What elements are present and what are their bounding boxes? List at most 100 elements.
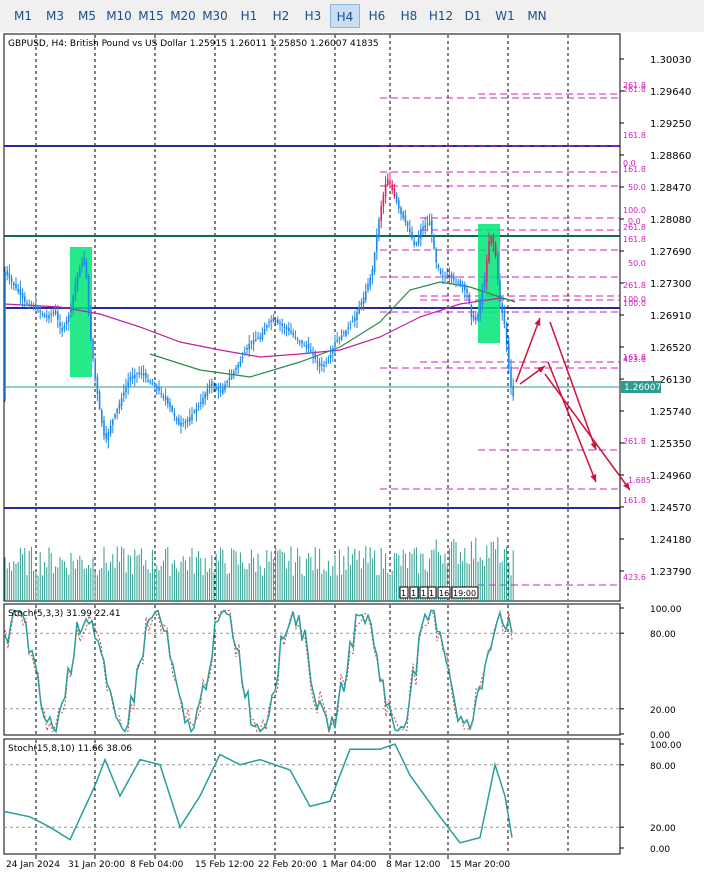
price-tick-label: 1.29250 [650, 119, 691, 130]
candle-body [107, 432, 110, 441]
candle-body [334, 342, 336, 347]
timeframe-button-m20[interactable]: M20 [170, 9, 196, 23]
main-price-panel[interactable]: 1.30030 1.29640 1.29250 1.28860 1.28470 1.280… [3, 33, 691, 602]
projection-arrow-down-mid [547, 361, 597, 483]
fibonacci-level-label: 50.0 [628, 259, 646, 268]
candle-body [153, 386, 156, 388]
candle-body [101, 409, 103, 423]
stoch-tick-label: 0.00 [650, 845, 670, 855]
candle-body [180, 422, 182, 426]
candle-body [318, 362, 321, 367]
fibonacci-level-label: 261.8 [623, 437, 646, 446]
candle-body [211, 382, 213, 386]
timeframe-button-m1[interactable]: M1 [14, 9, 32, 23]
timeframe-button-m10[interactable]: M10 [106, 9, 132, 23]
candle-body [453, 275, 455, 280]
timeframe-button-h8[interactable]: H8 [400, 9, 418, 23]
candle-body [123, 392, 125, 396]
candle-body [114, 414, 116, 418]
price-tick-label: 1.26130 [650, 375, 691, 386]
price-tick-label: 1.25740 [650, 407, 691, 418]
candle-body [28, 304, 30, 306]
timeframe-button-h3[interactable]: H3 [304, 9, 322, 23]
candle-body [98, 391, 101, 410]
candle-body [21, 292, 24, 299]
projection-arrow-up-head [534, 318, 541, 326]
candle-body [351, 320, 354, 322]
candle-body [393, 187, 396, 196]
projection-arrow-up [515, 317, 541, 383]
candle-body [259, 336, 261, 339]
candle-body [470, 305, 473, 318]
candle-body [160, 393, 162, 395]
candle-body [171, 405, 173, 412]
timeframe-button-m15[interactable]: M15 [138, 9, 164, 23]
candle-body [48, 315, 50, 319]
timeframe-button-mn[interactable]: MN [527, 9, 547, 23]
timeframe-button-m5[interactable]: M5 [78, 9, 96, 23]
fibonacci-level-label: 161.8 [623, 496, 646, 505]
candle-body [72, 296, 74, 307]
candle-body [371, 269, 374, 277]
projection-arrow-down-long [544, 373, 631, 491]
candle-body [365, 291, 367, 301]
candle-body [103, 420, 105, 436]
candle-body [149, 381, 151, 383]
timeframe-button-h4[interactable]: H4 [330, 4, 360, 28]
stochastic-15-8-10-panel[interactable]: 100.00 80.00 20.00 0.00 [3, 738, 682, 855]
fibonacci-level-label: 161.8 [623, 235, 646, 244]
candle-body [224, 384, 226, 391]
candles-group [4, 171, 514, 449]
chart-area[interactable]: 1.30030 1.29640 1.29250 1.28860 1.28470 1.280… [0, 32, 704, 877]
candle-body [134, 374, 136, 379]
candle-body [503, 313, 506, 324]
candle-body [402, 211, 404, 218]
candle-body [479, 302, 481, 315]
candle-body [270, 320, 272, 322]
timeframe-button-w1[interactable]: W1 [495, 9, 515, 23]
candle-body [241, 356, 244, 359]
candle-body [127, 381, 129, 387]
fibonacci-level-label: 1.685 [628, 476, 651, 485]
timeframe-button-h12[interactable]: H12 [428, 9, 454, 23]
candle-body [413, 240, 415, 245]
candle-body [129, 376, 132, 381]
timeframe-button-h1[interactable]: H1 [240, 9, 258, 23]
time-stamp-label: 1 [411, 589, 416, 598]
candle-body [184, 421, 187, 423]
candle-body [437, 265, 440, 268]
candle-body [230, 374, 233, 379]
candle-body [345, 330, 347, 337]
fibonacci-level-label: 261.8 [623, 81, 646, 90]
candle-body [8, 272, 11, 279]
candle-body [369, 277, 371, 287]
candle-body [219, 391, 222, 393]
candle-body [244, 352, 246, 354]
candle-body [142, 373, 145, 376]
candle-body [340, 335, 343, 340]
candle-body [488, 241, 490, 262]
candle-body [338, 337, 341, 339]
candle-body [305, 345, 308, 348]
timeframe-button-h2[interactable]: H2 [272, 9, 290, 23]
fibonacci-level-label: 161.8 [623, 131, 646, 140]
candle-body [213, 386, 215, 388]
candle-body [292, 332, 294, 336]
stochastic-5-3-3-panel[interactable]: 100.00 80.00 20.00 0.00 [3, 603, 682, 741]
highlight-zone-right [478, 224, 500, 343]
stoch-tick-label: 80.00 [650, 762, 676, 772]
candle-body [494, 244, 497, 257]
timeframe-button-h6[interactable]: H6 [368, 9, 386, 23]
stoch1-main-line [4, 609, 513, 734]
candle-body [356, 312, 358, 320]
timeframe-button-m30[interactable]: M30 [202, 9, 228, 23]
fibonacci-level-label: 0.0 [623, 159, 636, 168]
candle-body [208, 384, 211, 389]
candle-body [475, 316, 477, 321]
time-stamp-label: 19:00 [453, 589, 476, 598]
price-tick-label: 1.28470 [650, 183, 691, 194]
candle-body [57, 312, 59, 320]
chart-info-label: GBPUSD, H4: British Pound vs US Dollar 1… [8, 39, 379, 49]
timeframe-button-d1[interactable]: D1 [464, 9, 482, 23]
timeframe-button-m3[interactable]: M3 [46, 9, 64, 23]
